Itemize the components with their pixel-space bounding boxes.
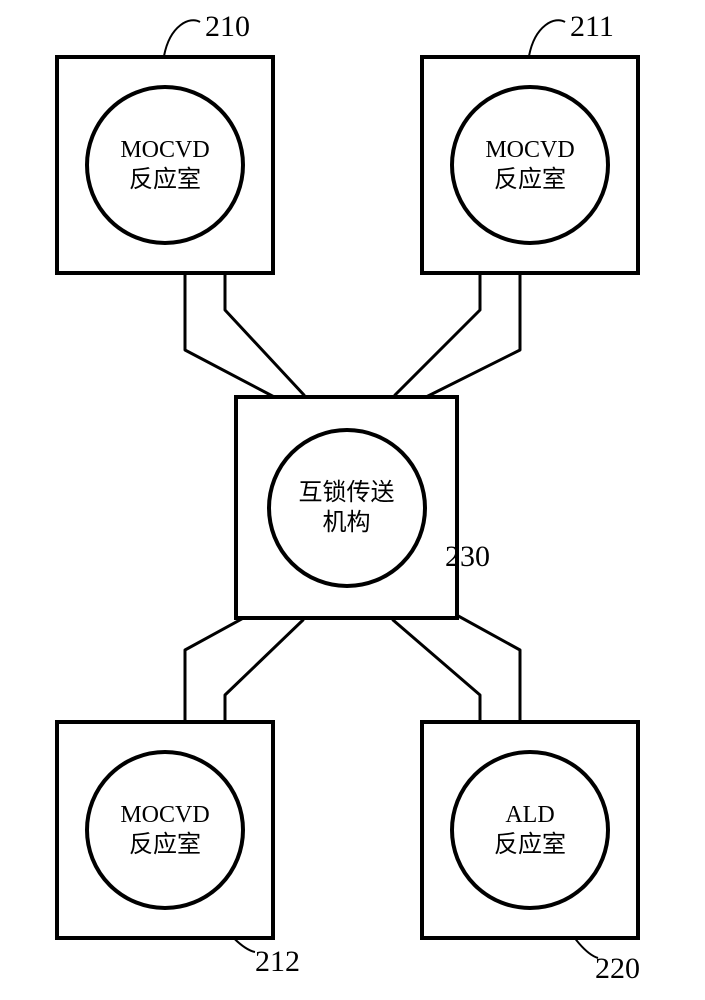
chamber-label-line1: MOCVD (485, 135, 574, 165)
callout-leader (164, 20, 200, 56)
center-chamber-circle: 互锁传送机构 (267, 428, 427, 588)
callout-leader (529, 20, 565, 56)
chamber-label: 互锁传送机构 (299, 478, 395, 538)
callout-number: 220 (595, 952, 640, 986)
chamber-label-line2: 反应室 (120, 830, 209, 860)
chamber-label: ALD反应室 (494, 800, 566, 860)
chamber-label-line1: MOCVD (120, 800, 209, 830)
chamber-circle: ALD反应室 (450, 750, 610, 910)
callout-number: 210 (205, 10, 250, 44)
chamber-label-line1: MOCVD (120, 135, 209, 165)
callout-number: 212 (255, 945, 300, 979)
chamber-label-line2: 机构 (299, 508, 395, 538)
chamber-label-line1: ALD (494, 800, 566, 830)
chamber-label: MOCVD反应室 (485, 135, 574, 195)
chamber-label-line2: 反应室 (494, 830, 566, 860)
chamber-circle: MOCVD反应室 (85, 750, 245, 910)
chamber-label: MOCVD反应室 (120, 800, 209, 860)
edge (185, 275, 280, 400)
chamber-label-line1: 互锁传送 (299, 478, 395, 508)
callout-number: 211 (570, 10, 614, 44)
edge (393, 620, 480, 720)
chamber-circle: MOCVD反应室 (85, 85, 245, 245)
chamber-label: MOCVD反应室 (120, 135, 209, 195)
callout-number: 230 (445, 540, 490, 574)
chamber-label-line2: 反应室 (120, 165, 209, 195)
edge (420, 275, 520, 400)
chamber-circle: MOCVD反应室 (450, 85, 610, 245)
edge (225, 620, 303, 720)
chamber-label-line2: 反应室 (485, 165, 574, 195)
